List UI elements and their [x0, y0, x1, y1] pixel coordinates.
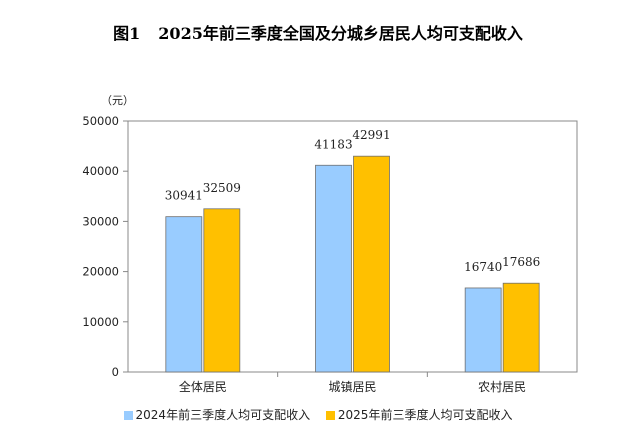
data-label-1-series-0: 41183	[314, 137, 352, 151]
bar-0-series-1	[203, 208, 241, 373]
data-label-2-series-1: 17686	[502, 255, 540, 269]
bar-1-series-0	[315, 164, 352, 373]
legend-label-2025: 2025年前三季度人均可支配收入	[337, 408, 513, 422]
data-label-1-series-1: 42991	[352, 128, 390, 142]
bar-1-series-1	[353, 155, 390, 373]
y-tick-label-5: 50000	[82, 114, 119, 128]
y-tick-label-0: 0	[112, 365, 119, 379]
chart-title: 图1 2025年前三季度全国及分城乡居民人均可支配收入	[0, 20, 636, 44]
legend-swatch-2024	[123, 411, 133, 420]
y-tick-label-4: 40000	[82, 164, 119, 178]
plot-frame	[127, 120, 578, 373]
category-label-0: 全体居民	[179, 379, 227, 394]
y-unit-label: （元）	[101, 94, 134, 107]
bar-2-series-0	[464, 287, 502, 373]
legend: 2024年前三季度人均可支配收入 2025年前三季度人均可支配收入	[0, 406, 636, 423]
bar-2-series-1	[502, 282, 540, 373]
category-label-1: 城镇居民	[328, 380, 376, 394]
y-tick-label-1: 10000	[82, 315, 119, 329]
legend-item-2024: 2024年前三季度人均可支配收入	[123, 406, 311, 423]
legend-item-2025: 2025年前三季度人均可支配收入	[325, 406, 513, 423]
y-tick-label-2: 20000	[82, 265, 119, 279]
legend-label-2024: 2024年前三季度人均可支配收入	[135, 408, 311, 422]
data-label-0-series-0: 30941	[165, 189, 203, 203]
legend-swatch-2025	[325, 411, 335, 420]
bar-0-series-0	[165, 216, 203, 373]
category-label-2: 农村居民	[478, 380, 526, 394]
figure-title: 2025年前三季度全国及分城乡居民人均可支配收入	[158, 24, 523, 43]
y-tick-label-3: 30000	[82, 214, 119, 228]
data-label-2-series-0: 16740	[464, 260, 502, 274]
data-label-0-series-1: 32509	[203, 181, 241, 195]
figure-label: 图1	[113, 24, 141, 43]
